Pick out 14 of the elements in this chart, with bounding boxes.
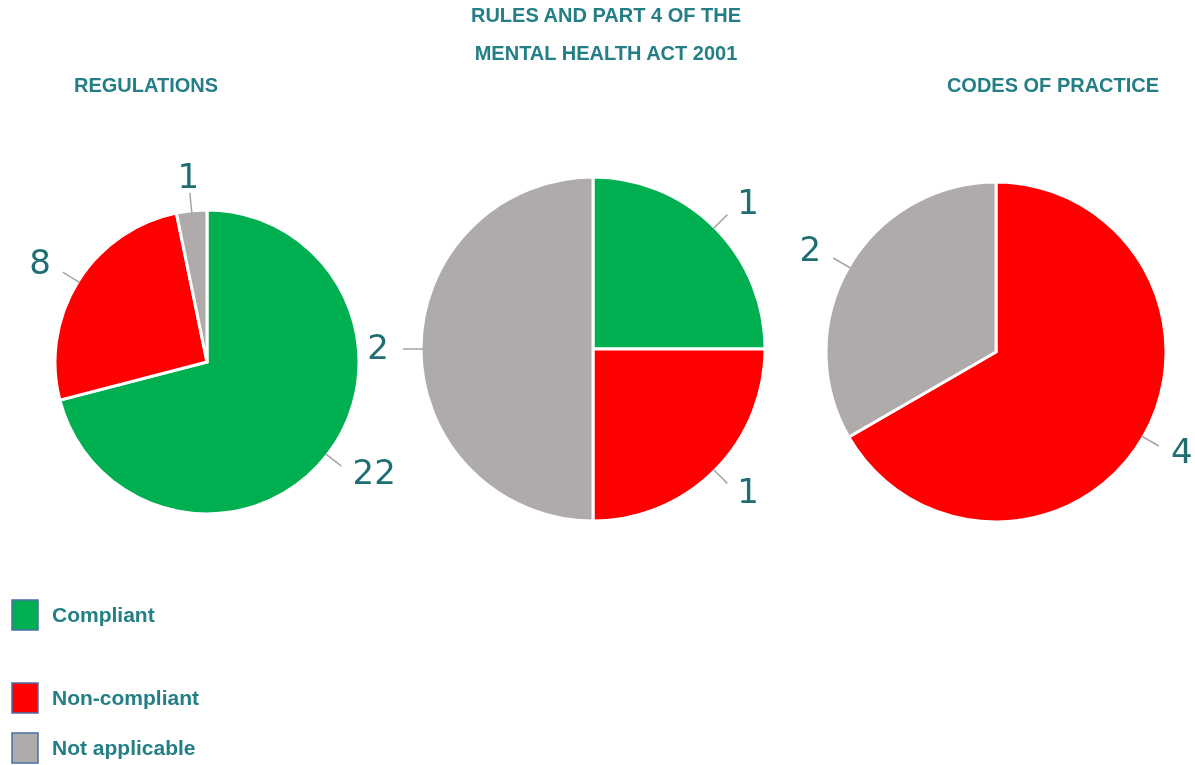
chart-title: CODES OF PRACTICE [946,74,1160,96]
chart-title: RULES AND PART 4 OF THE MENTAL HEALTH ACT 2001 [470,4,742,64]
chart-title: REGULATIONS [73,74,219,96]
legend-label: Not applicable [52,735,196,759]
data-label: 4 [1170,430,1193,471]
legend-label: Compliant [52,602,155,626]
data-label: 1 [737,470,759,511]
data-label: 2 [367,326,389,367]
data-label: 22 [352,452,396,493]
data-label: 8 [29,242,51,283]
data-label: 1 [177,156,200,197]
data-label: 1 [737,182,759,223]
data-label: 2 [799,228,822,269]
legend-label: Non-compliant [52,685,199,709]
